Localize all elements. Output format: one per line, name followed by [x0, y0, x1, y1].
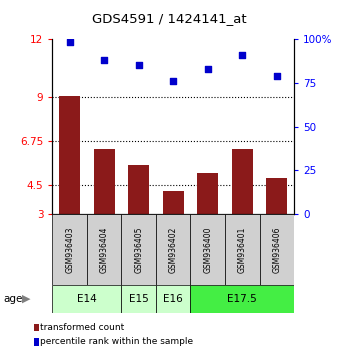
Text: E14: E14 [77, 294, 97, 304]
Bar [266, 178, 287, 214]
Point [240, 52, 245, 58]
Bar [260, 214, 294, 285]
Point [136, 62, 141, 68]
Bar [156, 285, 191, 313]
Bar [59, 96, 80, 214]
Text: GSM936404: GSM936404 [100, 226, 109, 273]
Bar [52, 214, 87, 285]
Bar [197, 173, 218, 214]
Bar [191, 214, 225, 285]
Bar [163, 191, 184, 214]
Point [274, 73, 280, 79]
Text: GSM936400: GSM936400 [203, 226, 212, 273]
Bar [94, 149, 115, 214]
Bar [121, 214, 156, 285]
Text: percentile rank within the sample: percentile rank within the sample [41, 337, 194, 346]
Bar [52, 285, 121, 313]
Point [67, 40, 72, 45]
Bar [156, 214, 191, 285]
Bar [87, 214, 121, 285]
Text: transformed count: transformed count [41, 323, 125, 332]
Bar [191, 285, 294, 313]
Text: GSM936403: GSM936403 [65, 226, 74, 273]
Text: GSM936402: GSM936402 [169, 226, 178, 273]
Text: GSM936406: GSM936406 [272, 226, 281, 273]
Text: GSM936405: GSM936405 [134, 226, 143, 273]
Point [171, 78, 176, 84]
Point [101, 57, 107, 63]
Point [205, 66, 211, 72]
Bar [225, 214, 260, 285]
Text: E15: E15 [129, 294, 149, 304]
Text: GDS4591 / 1424141_at: GDS4591 / 1424141_at [92, 12, 246, 25]
Bar [121, 285, 156, 313]
Bar [232, 149, 252, 214]
Text: GSM936401: GSM936401 [238, 226, 247, 273]
Text: E16: E16 [163, 294, 183, 304]
Text: age: age [3, 294, 23, 304]
Text: ▶: ▶ [22, 294, 30, 304]
Text: E17.5: E17.5 [227, 294, 257, 304]
Bar [128, 165, 149, 214]
